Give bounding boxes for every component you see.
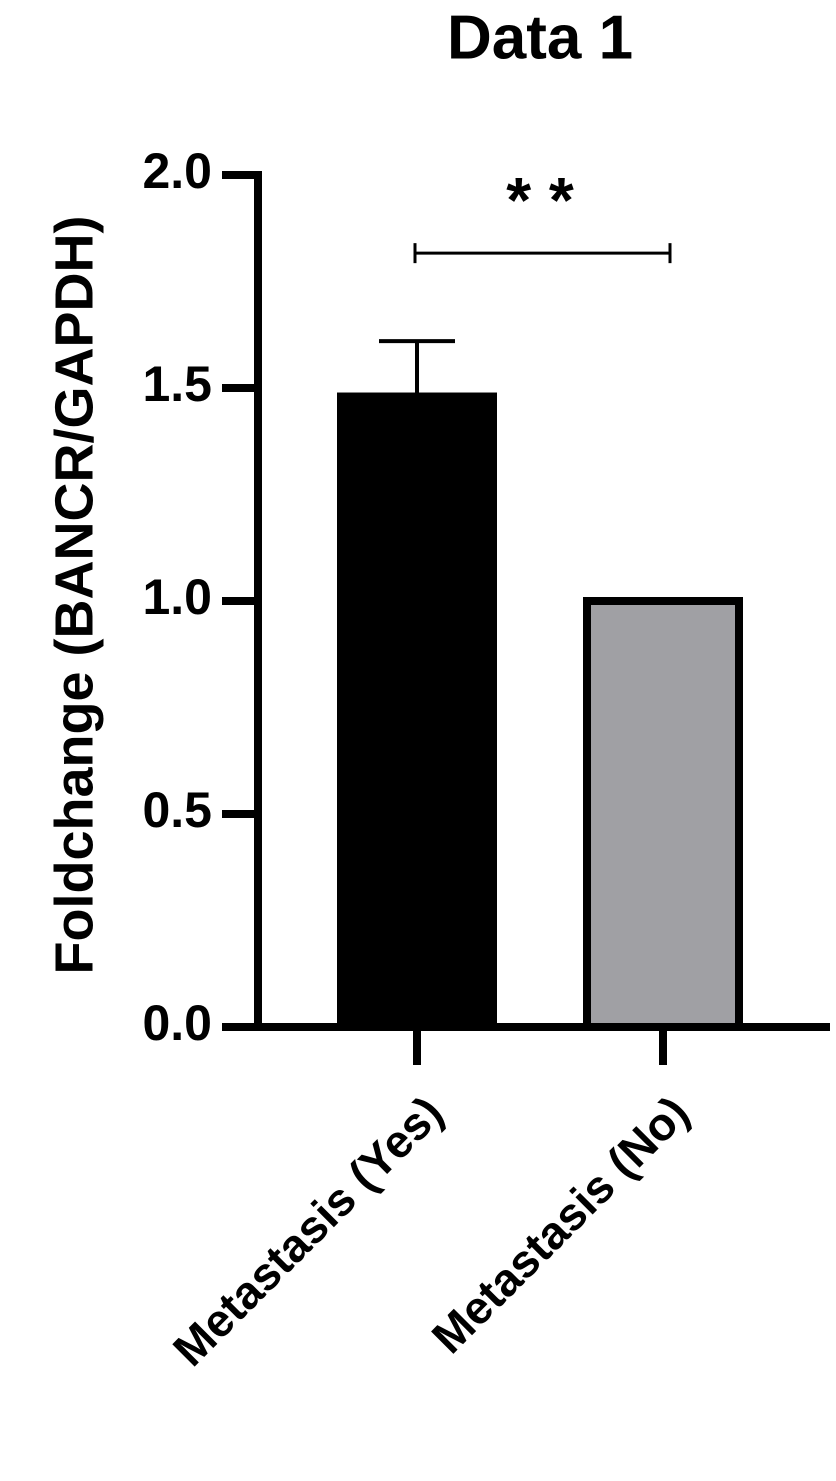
chart-title: Data 1 xyxy=(447,3,633,72)
y-tick-label: 1.0 xyxy=(142,569,212,625)
y-tick-label: 1.5 xyxy=(142,356,212,412)
y-tick-label: 0.5 xyxy=(142,782,212,838)
significance-label: * * xyxy=(506,164,574,236)
y-tick-label: 2.0 xyxy=(142,143,212,199)
y-tick-label: 0.0 xyxy=(142,995,212,1051)
x-tick-label: Metastasis (Yes) xyxy=(163,1086,453,1376)
y-axis-label: Foldchange (BANCR/GAPDH) xyxy=(44,216,104,975)
x-tick-label: Metastasis (No) xyxy=(422,1086,699,1363)
bar xyxy=(583,597,743,1031)
bar xyxy=(337,392,497,1031)
